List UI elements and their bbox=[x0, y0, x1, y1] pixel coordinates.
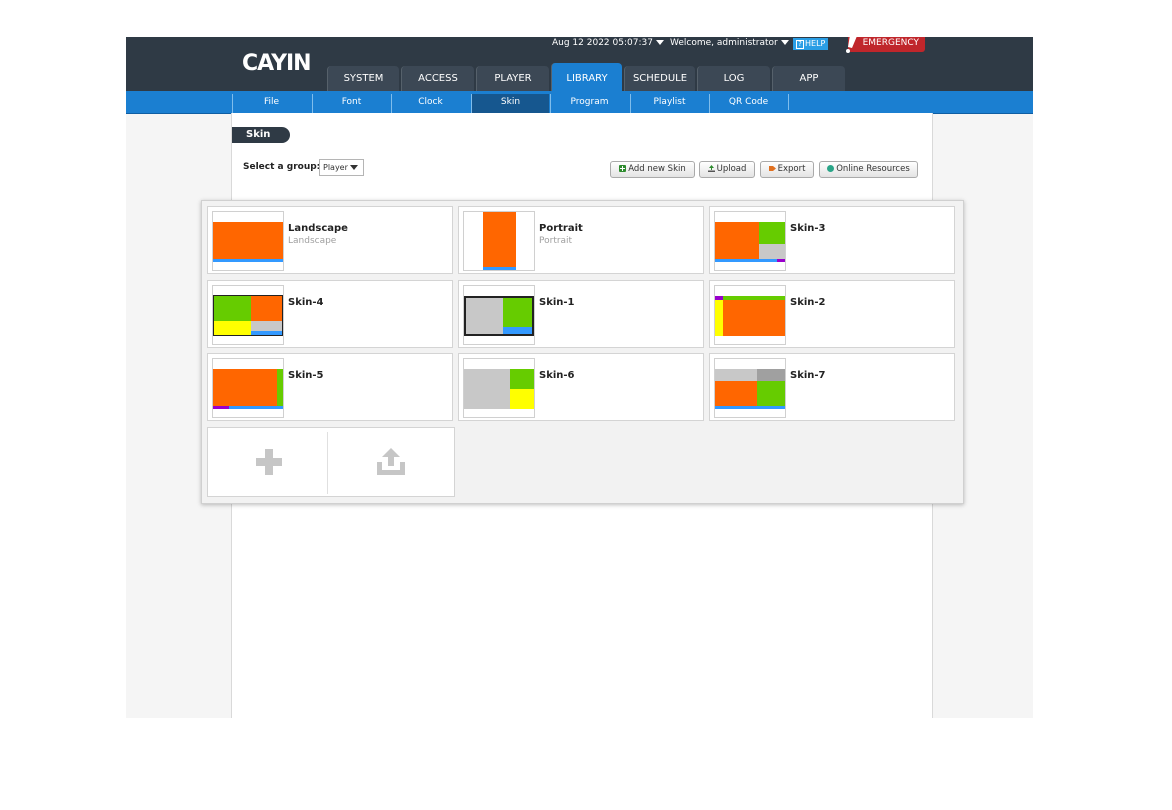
help-button[interactable]: ? HELP bbox=[793, 38, 829, 50]
sub-nav: File Font Clock Skin Program Playlist QR… bbox=[126, 91, 1033, 114]
subnav-clock[interactable]: Clock bbox=[391, 94, 469, 113]
tab-player[interactable]: PLAYER bbox=[476, 66, 549, 91]
chevron-down-icon bbox=[655, 40, 664, 45]
skin-name: Skin-5 bbox=[288, 370, 324, 381]
skin-card-skin-3[interactable]: Skin-3 bbox=[709, 206, 955, 274]
emergency-label: EMERGENCY bbox=[862, 38, 919, 48]
tab-log[interactable]: LOG bbox=[697, 66, 770, 91]
skin-card-skin-7[interactable]: Skin-7 bbox=[709, 353, 955, 421]
subnav-skin[interactable]: Skin bbox=[471, 94, 549, 113]
skin-grid: Landscape Landscape Portrait Portrait Sk… bbox=[201, 200, 964, 504]
skin-thumbnail bbox=[463, 285, 535, 345]
skin-thumbnail bbox=[714, 358, 786, 418]
skin-name: Landscape bbox=[288, 223, 348, 234]
globe-icon bbox=[827, 165, 835, 172]
upload-icon[interactable] bbox=[377, 448, 405, 476]
question-icon: ? bbox=[796, 40, 804, 49]
subnav-divider bbox=[788, 94, 789, 110]
skin-thumbnail bbox=[714, 285, 786, 345]
export-label: Export bbox=[777, 164, 806, 174]
subnav-playlist[interactable]: Playlist bbox=[630, 94, 708, 113]
subnav-qr-code[interactable]: QR Code bbox=[709, 94, 787, 113]
group-label: Select a group: bbox=[243, 162, 321, 172]
upload-button[interactable]: Upload bbox=[699, 161, 755, 178]
page-title: Skin bbox=[232, 127, 290, 143]
skin-name: Skin-4 bbox=[288, 297, 324, 308]
add-skin-card bbox=[207, 427, 455, 497]
skin-card-landscape[interactable]: Landscape Landscape bbox=[207, 206, 453, 274]
group-select[interactable]: Player bbox=[319, 159, 364, 176]
emergency-button[interactable]: EMERGENCY bbox=[846, 37, 925, 53]
chevron-down-icon bbox=[780, 40, 789, 45]
skin-card-skin-6[interactable]: Skin-6 bbox=[458, 353, 704, 421]
skin-name: Skin-7 bbox=[790, 370, 826, 381]
skin-name: Skin-1 bbox=[539, 297, 575, 308]
datetime-dropdown[interactable]: Aug 12 2022 05:07:37 bbox=[552, 38, 664, 48]
subnav-font[interactable]: Font bbox=[312, 94, 390, 113]
chevron-down-icon bbox=[349, 165, 358, 170]
add-new-skin-label: Add new Skin bbox=[628, 164, 686, 174]
skin-name: Skin-3 bbox=[790, 223, 826, 234]
skin-thumbnail bbox=[463, 211, 535, 271]
skin-card-skin-2[interactable]: Skin-2 bbox=[709, 280, 955, 348]
skin-card-portrait[interactable]: Portrait Portrait bbox=[458, 206, 704, 274]
skin-thumbnail bbox=[714, 211, 786, 271]
tab-library[interactable]: LIBRARY bbox=[551, 63, 622, 91]
tab-app[interactable]: APP bbox=[772, 66, 845, 91]
help-label: HELP bbox=[805, 39, 826, 48]
skin-thumbnail bbox=[212, 211, 284, 271]
skin-card-skin-5[interactable]: Skin-5 bbox=[207, 353, 453, 421]
skin-card-skin-4[interactable]: Skin-4 bbox=[207, 280, 453, 348]
add-new-skin-button[interactable]: Add new Skin bbox=[610, 161, 695, 178]
online-resources-button[interactable]: Online Resources bbox=[819, 161, 918, 178]
tab-schedule[interactable]: SCHEDULE bbox=[624, 66, 695, 91]
subnav-program[interactable]: Program bbox=[550, 94, 628, 113]
skin-card-skin-1[interactable]: Skin-1 bbox=[458, 280, 704, 348]
divider bbox=[327, 432, 328, 494]
tab-system[interactable]: SYSTEM bbox=[327, 66, 399, 91]
skin-subtitle: Landscape bbox=[288, 236, 337, 246]
online-resources-label: Online Resources bbox=[836, 164, 910, 174]
upload-label: Upload bbox=[716, 164, 747, 174]
skin-name: Skin-6 bbox=[539, 370, 575, 381]
user-menu[interactable]: Welcome, administrator bbox=[670, 38, 789, 48]
datetime-text: Aug 12 2022 05:07:37 bbox=[552, 38, 653, 48]
skin-subtitle: Portrait bbox=[539, 236, 573, 246]
add-icon bbox=[619, 165, 627, 172]
skin-thumbnail bbox=[212, 285, 284, 345]
alert-icon bbox=[846, 37, 857, 53]
subnav-file[interactable]: File bbox=[232, 94, 310, 113]
skin-name: Skin-2 bbox=[790, 297, 826, 308]
export-icon bbox=[768, 166, 776, 171]
tab-access[interactable]: ACCESS bbox=[401, 66, 474, 91]
skin-thumbnail bbox=[212, 358, 284, 418]
welcome-text: Welcome, administrator bbox=[670, 38, 778, 48]
upload-icon bbox=[707, 165, 715, 172]
cayin-logo: CAYIN bbox=[242, 51, 312, 76]
plus-icon[interactable] bbox=[256, 449, 282, 475]
skin-thumbnail bbox=[463, 358, 535, 418]
export-button[interactable]: Export bbox=[760, 161, 814, 178]
skin-name: Portrait bbox=[539, 223, 583, 234]
group-select-value: Player bbox=[323, 163, 348, 172]
header-bar: CAYIN Aug 12 2022 05:07:37 Welcome, admi… bbox=[126, 37, 1033, 91]
